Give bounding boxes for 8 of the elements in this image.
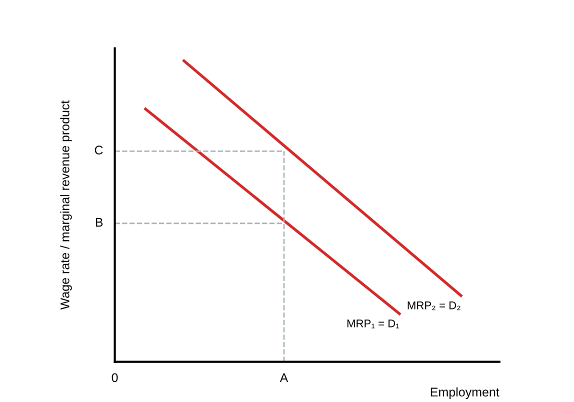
- ref-line-label: C: [94, 146, 103, 155]
- x-tick-label: A: [280, 373, 288, 382]
- x-tick-label: 0: [112, 373, 118, 382]
- series-label: MRP₁ = D₁: [347, 320, 400, 328]
- y-axis-title: Wage rate / marginal revenue product: [60, 100, 72, 310]
- ref-line-label: B: [96, 218, 103, 227]
- series-label: MRP₂ = D₂: [408, 302, 460, 310]
- x-axis-title: Employment: [430, 387, 500, 399]
